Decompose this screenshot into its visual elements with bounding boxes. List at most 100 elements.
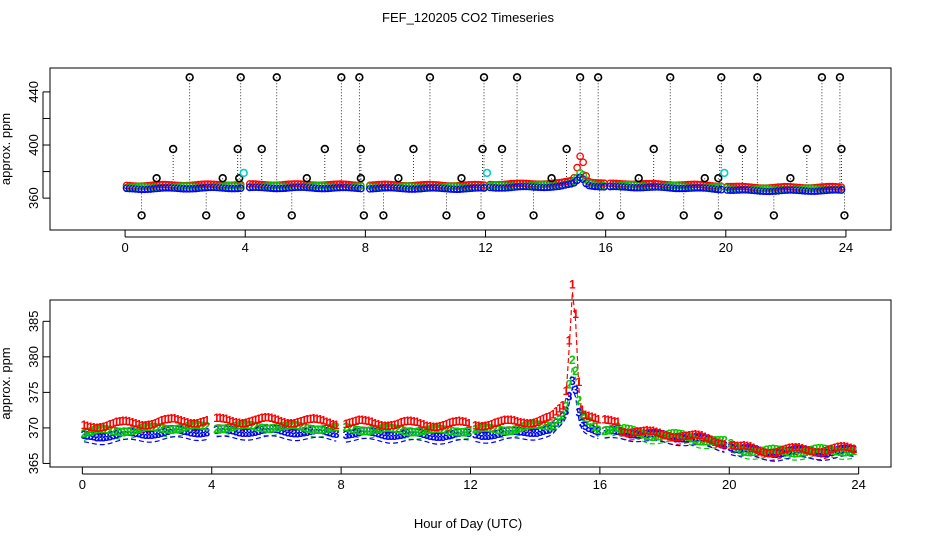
bottom-series-1-marker: 1 (611, 414, 618, 428)
bottom-series-2-marker: 2 (116, 425, 123, 439)
bottom-series-3-marker: 3 (466, 426, 473, 440)
bottom-series-1-marker: 1 (249, 414, 256, 428)
bottom-series-2-marker: 2 (301, 420, 308, 434)
bottom-series-2-marker: 2 (142, 420, 149, 434)
bottom-y-tick-label: 380 (26, 346, 41, 368)
bottom-series-3-marker: 3 (220, 422, 227, 436)
bottom-series-1-marker: 1 (663, 429, 670, 443)
bottom-series-3-marker: 3 (171, 423, 178, 437)
bottom-series-1-marker: 1 (818, 445, 825, 459)
bottom-series-3-marker: 3 (631, 428, 638, 442)
bottom-series-3-marker: 3 (715, 436, 722, 450)
bottom-series-3-marker: 3 (485, 429, 492, 443)
bottom-series-2-marker: 2 (346, 421, 353, 435)
bottom-series-1-marker: 1 (378, 419, 385, 433)
top-calibration-point (236, 73, 245, 82)
bottom-series-3-marker: 3 (601, 424, 608, 438)
bottom-series-3-marker: 3 (97, 431, 104, 445)
bottom-series-2-marker: 2 (585, 414, 592, 428)
top-calibration-point (201, 211, 211, 220)
bottom-series-1-marker: 1 (414, 415, 421, 429)
bottom-series-2-marker: 2 (831, 444, 838, 458)
bottom-series-3-line (83, 436, 208, 446)
bottom-series-3-line (345, 437, 469, 445)
bottom-series-3-marker: 3 (126, 425, 133, 439)
bottom-series-3-marker: 3 (320, 424, 327, 438)
bottom-series-3-marker: 3 (572, 383, 579, 397)
bottom-series-1-marker: 1 (634, 425, 641, 439)
bottom-series-1-marker: 1 (459, 414, 466, 428)
bottom-series-3-marker: 3 (294, 427, 301, 441)
bottom-series-1-marker: 1 (242, 416, 249, 430)
bottom-series-3-marker: 3 (110, 429, 117, 443)
bottom-series-2-marker: 2 (718, 433, 725, 447)
bottom-series-1-marker: 1 (388, 419, 395, 433)
bottom-series-1-marker: 1 (259, 411, 266, 425)
bottom-series-1-marker: 1 (297, 415, 304, 429)
bottom-series-3-marker: 3 (779, 446, 786, 460)
top-calibration-point (817, 73, 827, 82)
bottom-series-1-line (216, 423, 337, 433)
bottom-series-3-marker: 3 (200, 426, 207, 440)
bottom-series-2-marker: 2 (766, 442, 773, 456)
bottom-series-2-marker: 2 (446, 424, 453, 438)
bottom-series-2-marker: 2 (97, 422, 104, 436)
bottom-series-3-marker: 3 (553, 416, 560, 430)
bottom-series-2-marker: 2 (708, 434, 715, 448)
bottom-series-3-marker: 3 (310, 423, 317, 437)
bottom-series-1-marker: 1 (685, 428, 692, 442)
bottom-series-2-marker: 2 (233, 419, 240, 433)
bottom-series-2-marker: 2 (372, 423, 379, 437)
bottom-series-1-marker: 1 (637, 424, 644, 438)
bottom-series-1-marker: 1 (524, 417, 531, 431)
bottom-series-2-marker: 2 (572, 364, 579, 378)
bottom-series-2-marker: 2 (488, 421, 495, 435)
bottom-series-1-marker: 1 (647, 424, 654, 438)
bottom-series-2-marker: 2 (365, 424, 372, 438)
bottom-series-3-marker: 3 (394, 429, 401, 443)
bottom-plot-frame (49, 299, 892, 468)
bottom-series-3-marker: 3 (504, 424, 511, 438)
bottom-series-1-marker: 1 (556, 402, 563, 416)
bottom-series-1-marker: 1 (252, 413, 259, 427)
bottom-series-3-marker: 3 (326, 425, 333, 439)
bottom-series-2-marker: 2 (369, 424, 376, 438)
bottom-series-2-marker: 2 (737, 443, 744, 457)
bottom-series-3-marker: 3 (158, 426, 165, 440)
bottom-series-1-marker: 1 (401, 415, 408, 429)
bottom-series-2-marker: 2 (268, 422, 275, 436)
top-calibration-point (337, 73, 346, 82)
bottom-series-3-marker: 3 (789, 443, 796, 457)
bottom-series-3-marker: 3 (443, 429, 450, 443)
bottom-series-3-marker: 3 (194, 427, 201, 441)
bottom-series-1-marker: 1 (197, 416, 204, 430)
bottom-series-2-marker: 2 (317, 423, 324, 437)
bottom-series-3-marker: 3 (588, 422, 595, 436)
bottom-series-1-marker: 1 (595, 413, 602, 427)
bottom-series-2-line (216, 431, 337, 438)
top-calibration-point (356, 144, 366, 154)
bottom-series-3-marker: 3 (178, 423, 185, 437)
bottom-series-3-marker: 3 (517, 425, 524, 439)
top-calibration-point (717, 73, 726, 82)
bottom-series-1-marker: 1 (605, 413, 612, 427)
bottom-series-3-marker: 3 (100, 431, 107, 445)
bottom-series-3-marker: 3 (689, 431, 696, 445)
bottom-series-3-marker: 3 (369, 425, 376, 439)
bottom-series-1-marker: 1 (229, 414, 236, 428)
bottom-series-2-marker: 2 (398, 423, 405, 437)
bottom-series-1-marker: 1 (362, 413, 369, 427)
bottom-series-3-marker: 3 (550, 419, 557, 433)
bottom-series-3-marker: 3 (233, 424, 240, 438)
bottom-series-1-marker: 1 (216, 411, 223, 425)
bottom-series-1-marker: 1 (779, 443, 786, 457)
bottom-series-3-marker: 3 (556, 412, 563, 426)
bottom-series-3-marker: 3 (511, 424, 518, 438)
bottom-series-1-marker: 1 (420, 418, 427, 432)
bottom-series-2-marker: 2 (436, 422, 443, 436)
bottom-series-2-marker: 2 (802, 445, 809, 459)
bottom-series-1-marker: 1 (398, 416, 405, 430)
bottom-series-3-marker: 3 (181, 424, 188, 438)
bottom-series-3-marker: 3 (414, 426, 421, 440)
bottom-series-1-marker: 1 (744, 439, 751, 453)
